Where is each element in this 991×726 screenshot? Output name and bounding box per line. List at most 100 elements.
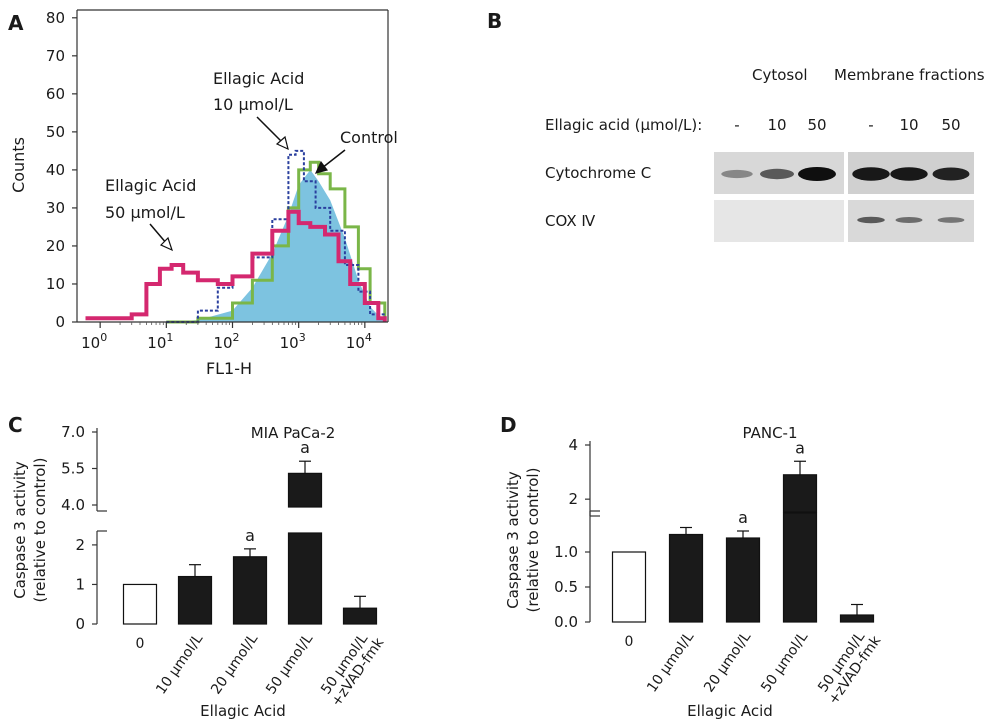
chart-c-title: MIA PaCa-2 (251, 424, 336, 442)
lane-label: 10 (899, 116, 918, 134)
histogram-x-ticks: 100 101 102 103 104 (81, 322, 372, 352)
category-label: 20 μmol/L (208, 631, 261, 698)
histogram-y-tick-label: 40 (46, 161, 65, 179)
lane-labels: - 10 50 - 10 50 (734, 116, 960, 134)
lane-label: 50 (941, 116, 960, 134)
control-outline-line (166, 160, 387, 324)
bar-chart-panel-c: MIA PaCa-2 Caspase 3 activity (relative … (11, 423, 388, 720)
blot-band (937, 217, 965, 223)
histogram-x-label: FL1-H (206, 359, 252, 378)
histogram-y-tick-label: 0 (55, 313, 65, 331)
bar (611, 551, 647, 623)
bar-upper-segment (287, 472, 323, 508)
bar (342, 607, 378, 625)
histogram-y-tick-label: 80 (46, 9, 65, 27)
chart-d-x-label: Ellagic Acid (687, 702, 773, 720)
bar (839, 614, 875, 623)
row-label-cox-iv: COX Ⅳ (545, 212, 595, 230)
histogram-y-ticks: 0 10 20 30 40 50 60 70 80 (46, 9, 77, 331)
arrow-head-ea10 (275, 135, 289, 151)
blot-strip-cytosol-cox (714, 200, 844, 242)
significance-marker: a (738, 508, 748, 527)
annotation-arrows (149, 116, 346, 252)
y-tick-label: 4.0 (61, 496, 85, 514)
blot-band (932, 167, 970, 181)
chart-d-y-label-line1: Caspase 3 activity (504, 471, 522, 609)
histogram-y-label: Counts (9, 137, 28, 193)
bar (232, 556, 268, 625)
category-label: 20 μmol/L (701, 629, 754, 696)
category-label: 50 μmol/L (263, 631, 316, 698)
significance-marker: a (795, 438, 805, 457)
bar-chart-panel-d: PANC-1 Caspase 3 activity (relative to c… (504, 424, 885, 720)
bar-lower-segment (287, 532, 323, 625)
panel-label-d: D (500, 413, 517, 437)
category-label: 10 μmol/L (644, 629, 697, 696)
y-tick-label: 2 (568, 490, 578, 508)
y-tick-label: 0.0 (554, 613, 578, 631)
chart-d-title: PANC-1 (743, 424, 798, 442)
header-cytosol: Cytosol (752, 66, 808, 84)
blot-band (852, 167, 890, 181)
chart-c-y-label-line2: (relative to control) (31, 458, 49, 603)
arrow-ea10 (256, 116, 284, 144)
significance-marker: a (300, 438, 310, 457)
significance-marker: a (245, 526, 255, 545)
blot-band (857, 216, 885, 224)
y-tick-label: 4 (568, 436, 578, 454)
chart-d-plot: 0.0 0.5 1.0 2 4 0 10 μmol/L a 20 μmol/L a 50 μmol/… (554, 436, 885, 708)
annotation-ea50-line1: Ellagic Acid (105, 176, 196, 195)
category-label: 10 μmol/L (153, 631, 206, 698)
ea10-line (166, 149, 386, 323)
panel-label-c: C (8, 413, 23, 437)
lane-label: 50 (807, 116, 826, 134)
blot-band (798, 167, 836, 181)
category-label: 0 (136, 636, 145, 652)
bar (725, 537, 761, 623)
blot-band (721, 169, 753, 179)
chart-c-y-label-line1: Caspase 3 activity (11, 461, 29, 599)
chart-c-plot: 0 1 2 4.0 5.5 7.0 0 10 μmol/L a 20 μmol/L a 50 μmol… (61, 423, 388, 710)
panel-label-a: A (8, 11, 24, 35)
category-label: 50 μmol/L (758, 629, 811, 696)
lane-label: - (868, 116, 873, 134)
histogram-x-tick-label: 101 (147, 331, 173, 352)
arrow-head-ea50 (159, 236, 174, 252)
annotation-ea10-line1: Ellagic Acid (213, 69, 304, 88)
western-blot-panel-b: Cytosol Membrane fractions Ellagic acid … (545, 66, 985, 242)
histogram-panel-a: 0 10 20 30 40 50 60 70 80 100 101 102 103 104 Counts… (9, 9, 398, 378)
arrow-control (321, 149, 346, 169)
y-tick-label: 7.0 (61, 423, 85, 441)
lane-label: - (734, 116, 739, 134)
bar (177, 575, 213, 625)
annotation-ea10-line2: 10 μmol/L (213, 95, 293, 114)
histogram-x-tick-label: 104 (346, 331, 372, 352)
arrow-ea50 (149, 223, 168, 245)
histogram-y-tick-label: 10 (46, 275, 65, 293)
y-tick-label: 0.5 (554, 578, 578, 596)
lane-label: 10 (767, 116, 786, 134)
chart-c-x-label: Ellagic Acid (200, 702, 286, 720)
histogram-y-tick-label: 20 (46, 237, 65, 255)
arrow-head-control (314, 160, 329, 174)
histogram-y-tick-label: 70 (46, 47, 65, 65)
histogram-series-group (85, 149, 387, 324)
y-tick-label: 5.5 (61, 460, 85, 478)
blot-bands (721, 167, 970, 224)
chart-d-y-label-line2: (relative to control) (524, 468, 542, 613)
treatment-row-label: Ellagic acid (μmol/L): (545, 116, 702, 134)
y-tick-label: 0 (75, 615, 85, 633)
row-label-cytochrome-c: Cytochrome C (545, 164, 651, 182)
annotation-control: Control (340, 128, 398, 147)
bar (122, 583, 158, 625)
histogram-x-tick-label: 102 (213, 331, 239, 352)
ea50-line (85, 209, 387, 322)
histogram-x-tick-label: 100 (81, 331, 107, 352)
annotation-ea50-line2: 50 μmol/L (105, 203, 185, 222)
histogram-y-tick-label: 60 (46, 85, 65, 103)
y-tick-label: 1 (75, 575, 85, 593)
y-tick-label: 2 (75, 536, 85, 554)
header-membrane-fractions: Membrane fractions (834, 66, 985, 84)
bar-lower-segment (782, 512, 818, 623)
